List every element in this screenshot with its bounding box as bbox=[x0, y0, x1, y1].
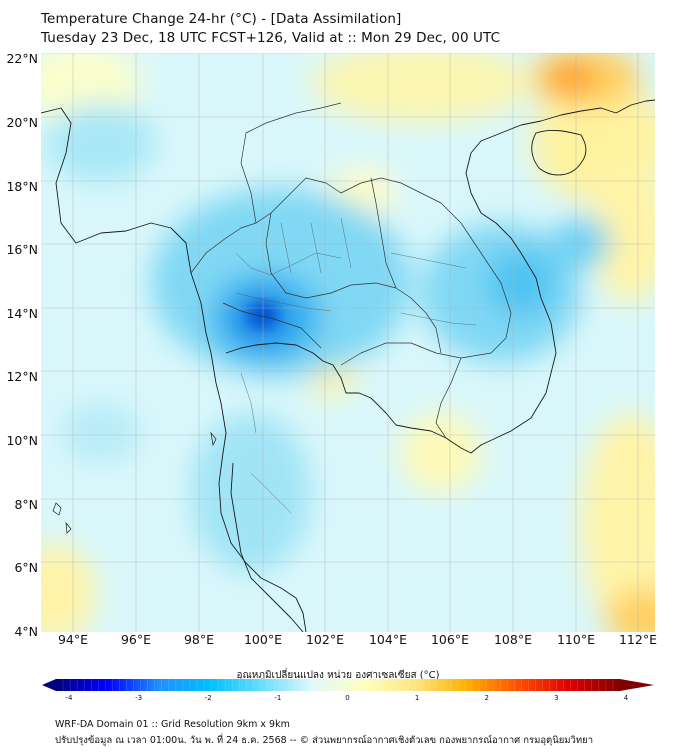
lon-label-94e: 94°E bbox=[57, 632, 89, 647]
colorbar-left-arrow bbox=[42, 679, 56, 691]
lat-label-4n: 4°N bbox=[14, 624, 38, 639]
colorbar-tick-label: 1 bbox=[414, 694, 420, 702]
colorbar-tick-label: -2 bbox=[204, 694, 212, 702]
lat-label-6n: 6°N bbox=[14, 560, 38, 575]
coastlines bbox=[41, 99, 655, 632]
lat-label-22n: 22°N bbox=[6, 51, 38, 66]
lon-label-112e: 112°E bbox=[618, 632, 657, 647]
colorbar-bar bbox=[56, 679, 620, 691]
colorbar-tick-label: -1 bbox=[274, 694, 282, 702]
lon-label-104e: 104°E bbox=[368, 632, 407, 647]
country-borders bbox=[190, 102, 512, 439]
colorbar bbox=[42, 679, 654, 691]
lon-label-106e: 106°E bbox=[430, 632, 469, 647]
colorbar-tick-label: 2 bbox=[484, 694, 489, 702]
map-title: Temperature Change 24-hr (°C) - [Data As… bbox=[41, 11, 402, 27]
footer-update-info: ปรับปรุงข้อมูล ณ เวลา 01:00น. วัน พ. ที่… bbox=[55, 735, 594, 746]
colorbar-tick-label: 0 bbox=[345, 694, 350, 702]
lat-label-10n: 10°N bbox=[6, 433, 38, 448]
temperature-field bbox=[41, 53, 655, 632]
colorbar-label: อุณหภูมิเปลี่ยนแปลง หน่วย องศาเซลเซียส (… bbox=[236, 670, 440, 681]
graticule bbox=[41, 53, 655, 632]
lat-label-18n: 18°N bbox=[6, 179, 38, 194]
colorbar-right-arrow bbox=[620, 679, 654, 691]
lon-label-98e: 98°E bbox=[183, 632, 215, 647]
lat-label-8n: 8°N bbox=[14, 497, 38, 512]
lon-label-102e: 102°E bbox=[305, 632, 344, 647]
colorbar-tick-label: -3 bbox=[135, 694, 143, 702]
lat-label-14n: 14°N bbox=[6, 306, 38, 321]
colorbar-tick-label: -4 bbox=[65, 694, 73, 702]
lat-label-20n: 20°N bbox=[6, 115, 38, 130]
islands bbox=[52, 431, 217, 534]
lon-label-110e: 110°E bbox=[556, 632, 595, 647]
lon-label-108e: 108°E bbox=[493, 632, 532, 647]
lat-label-12n: 12°N bbox=[6, 369, 38, 384]
temperature-change-map[interactable] bbox=[41, 53, 655, 632]
footer-model-info: WRF-DA Domain 01 :: Grid Resolution 9km … bbox=[55, 719, 290, 730]
province-borders bbox=[235, 217, 477, 514]
map-subtitle: Tuesday 23 Dec, 18 UTC FCST+126, Valid a… bbox=[41, 30, 501, 46]
lat-label-16n: 16°N bbox=[6, 242, 38, 257]
colorbar-tick-label: 3 bbox=[554, 694, 559, 702]
colorbar-tick-label: 4 bbox=[623, 694, 629, 702]
lon-label-96e: 96°E bbox=[120, 632, 152, 647]
lon-label-100e: 100°E bbox=[243, 632, 282, 647]
